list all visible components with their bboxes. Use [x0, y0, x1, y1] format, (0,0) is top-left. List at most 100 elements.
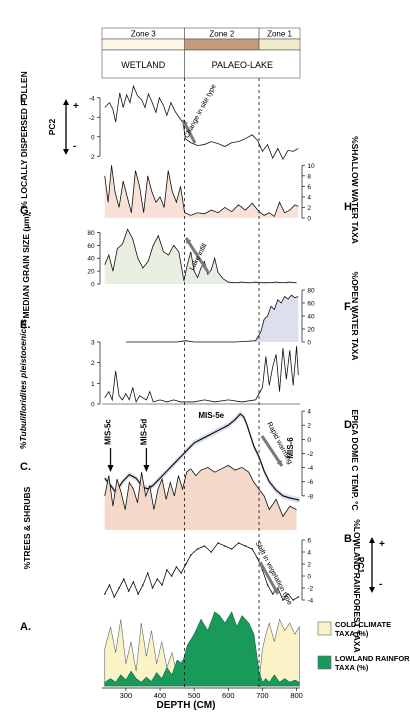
y-tick-label: 4: [307, 194, 311, 201]
y-tick-label: -4: [307, 465, 313, 472]
data-point: [161, 584, 163, 586]
data-point: [151, 587, 154, 589]
y-tick-label: 60: [307, 301, 315, 308]
panel-letter: D.: [344, 419, 355, 431]
y-tick-label: -4: [307, 598, 313, 605]
annotation-arrow-head: [186, 238, 192, 244]
series-line: [104, 84, 299, 161]
data-point: [287, 593, 289, 595]
direction-arrow-down: [63, 149, 69, 155]
direction-arrow-up: [369, 537, 375, 543]
panel-letter: C.: [20, 461, 31, 473]
y-tick-label: 4: [307, 550, 311, 557]
y-tick-label: 1: [91, 381, 95, 388]
y-tick-label: 2: [91, 154, 95, 161]
data-point: [297, 596, 300, 598]
y-tick-label: 4: [307, 409, 311, 416]
data-point: [217, 542, 219, 544]
y-tick-label: 0: [91, 402, 95, 409]
annotation-arrow: [184, 237, 210, 273]
zone-label: Zone 2: [209, 30, 234, 39]
zone-label: Zone 1: [267, 30, 292, 39]
data-point: [180, 572, 182, 574]
minus-sign: -: [379, 579, 382, 590]
legend-swatch-1: [317, 621, 332, 636]
area-series-1: [104, 618, 300, 687]
secondary-axis-label: PC1: [356, 557, 366, 574]
y-tick-label: -2: [307, 451, 313, 458]
zone-color-band-3: [258, 38, 301, 51]
y-tick-label: -4: [89, 95, 95, 102]
y-axis-label: %SHALLOW WATER TAXA: [350, 136, 360, 244]
panel-letter: A.: [20, 621, 31, 633]
y-tick-label: 20: [307, 327, 315, 334]
zone-label: Zone 3: [131, 30, 156, 39]
annotation-arrow: [260, 435, 284, 467]
data-point: [251, 548, 254, 550]
data-point: [123, 578, 125, 580]
y-axis-label: %OPEN WATER TAXA: [350, 272, 360, 361]
data-point: [146, 572, 149, 574]
annotation-text: Change in site type: [184, 83, 218, 139]
panel-f: 0 20 40 60 80 F.%OPEN WATER TAXA: [125, 272, 360, 361]
x-tick-label: 500: [188, 691, 201, 700]
data-point: [142, 584, 144, 586]
temp-uncertainty-band: [104, 410, 300, 504]
annotation-text: Shift in vegetation type: [254, 540, 293, 606]
y-axis-label: %LOWLAND RAINFOREST TAXA: [352, 519, 362, 652]
panel-h: 0 2 4 6 8 10 H.%SHALLOW WATER TAXA: [104, 136, 360, 244]
data-point: [244, 545, 247, 547]
y-axis-label: %Tubulifloridites pleistocenicus: [18, 319, 28, 449]
y-tick-label: 6: [307, 538, 311, 545]
mis-label: MIS-6: [286, 437, 295, 459]
plus-sign: +: [73, 101, 79, 112]
data-point: [224, 545, 226, 547]
x-tick-label: 300: [120, 691, 133, 700]
panel-letter: F.: [344, 301, 353, 313]
y-tick-label: 2: [307, 205, 311, 212]
y-tick-label: 2: [91, 360, 95, 367]
y-tick-label: 3: [91, 340, 95, 347]
area-series-2: [104, 611, 300, 687]
x-tick-label: 400: [154, 691, 167, 700]
data-point: [127, 590, 130, 592]
legend-label-line1: COLD CLIMATE: [335, 620, 391, 629]
data-point: [137, 593, 139, 595]
y-tick-label: 6: [307, 184, 311, 191]
legend-label-line1: LOWLAND RAINFOREST: [335, 654, 410, 663]
mis-label: MIS-5e: [198, 411, 224, 420]
x-tick-label: 600: [222, 691, 235, 700]
series-line: [104, 165, 299, 218]
series-fill: [104, 465, 297, 530]
data-point: [277, 587, 279, 589]
y-tick-label: 60: [87, 243, 95, 250]
mis-label: MIS-5d: [139, 419, 148, 445]
panel-c: C. %TREES & SHRUBS: [20, 461, 297, 569]
data-point: [175, 566, 178, 568]
mis-label: MIS-5c: [104, 419, 113, 445]
secondary-axis-label: PC2: [47, 118, 57, 135]
environment-box-1: [101, 49, 185, 79]
y-tick-label: 0: [91, 134, 95, 141]
y-tick-label: 20: [87, 269, 95, 276]
y-tick-label: 10: [307, 163, 315, 170]
mis-arrow-head: [107, 465, 114, 472]
series-line: [125, 294, 299, 343]
direction-arrow-up: [63, 99, 69, 105]
y-tick-label: -8: [307, 493, 313, 500]
x-axis-label: DEPTH (CM): [157, 700, 216, 711]
y-tick-label: 0: [307, 340, 311, 347]
y-tick-label: -2: [307, 586, 313, 593]
data-point: [132, 581, 135, 583]
data-point: [230, 548, 233, 550]
environment-label: PALAEO-LAKE: [212, 60, 273, 70]
data-point: [256, 557, 259, 559]
legend-label-line2: TAXA (%): [335, 629, 369, 638]
y-tick-label: 0: [91, 282, 95, 289]
y-tick-label: -2: [89, 115, 95, 122]
mis-arrow-head: [143, 465, 150, 472]
data-point: [118, 587, 120, 589]
